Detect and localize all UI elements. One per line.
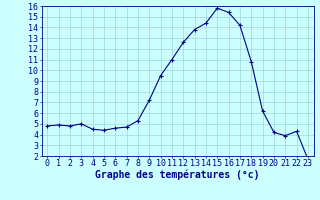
X-axis label: Graphe des températures (°c): Graphe des températures (°c) <box>95 170 260 180</box>
